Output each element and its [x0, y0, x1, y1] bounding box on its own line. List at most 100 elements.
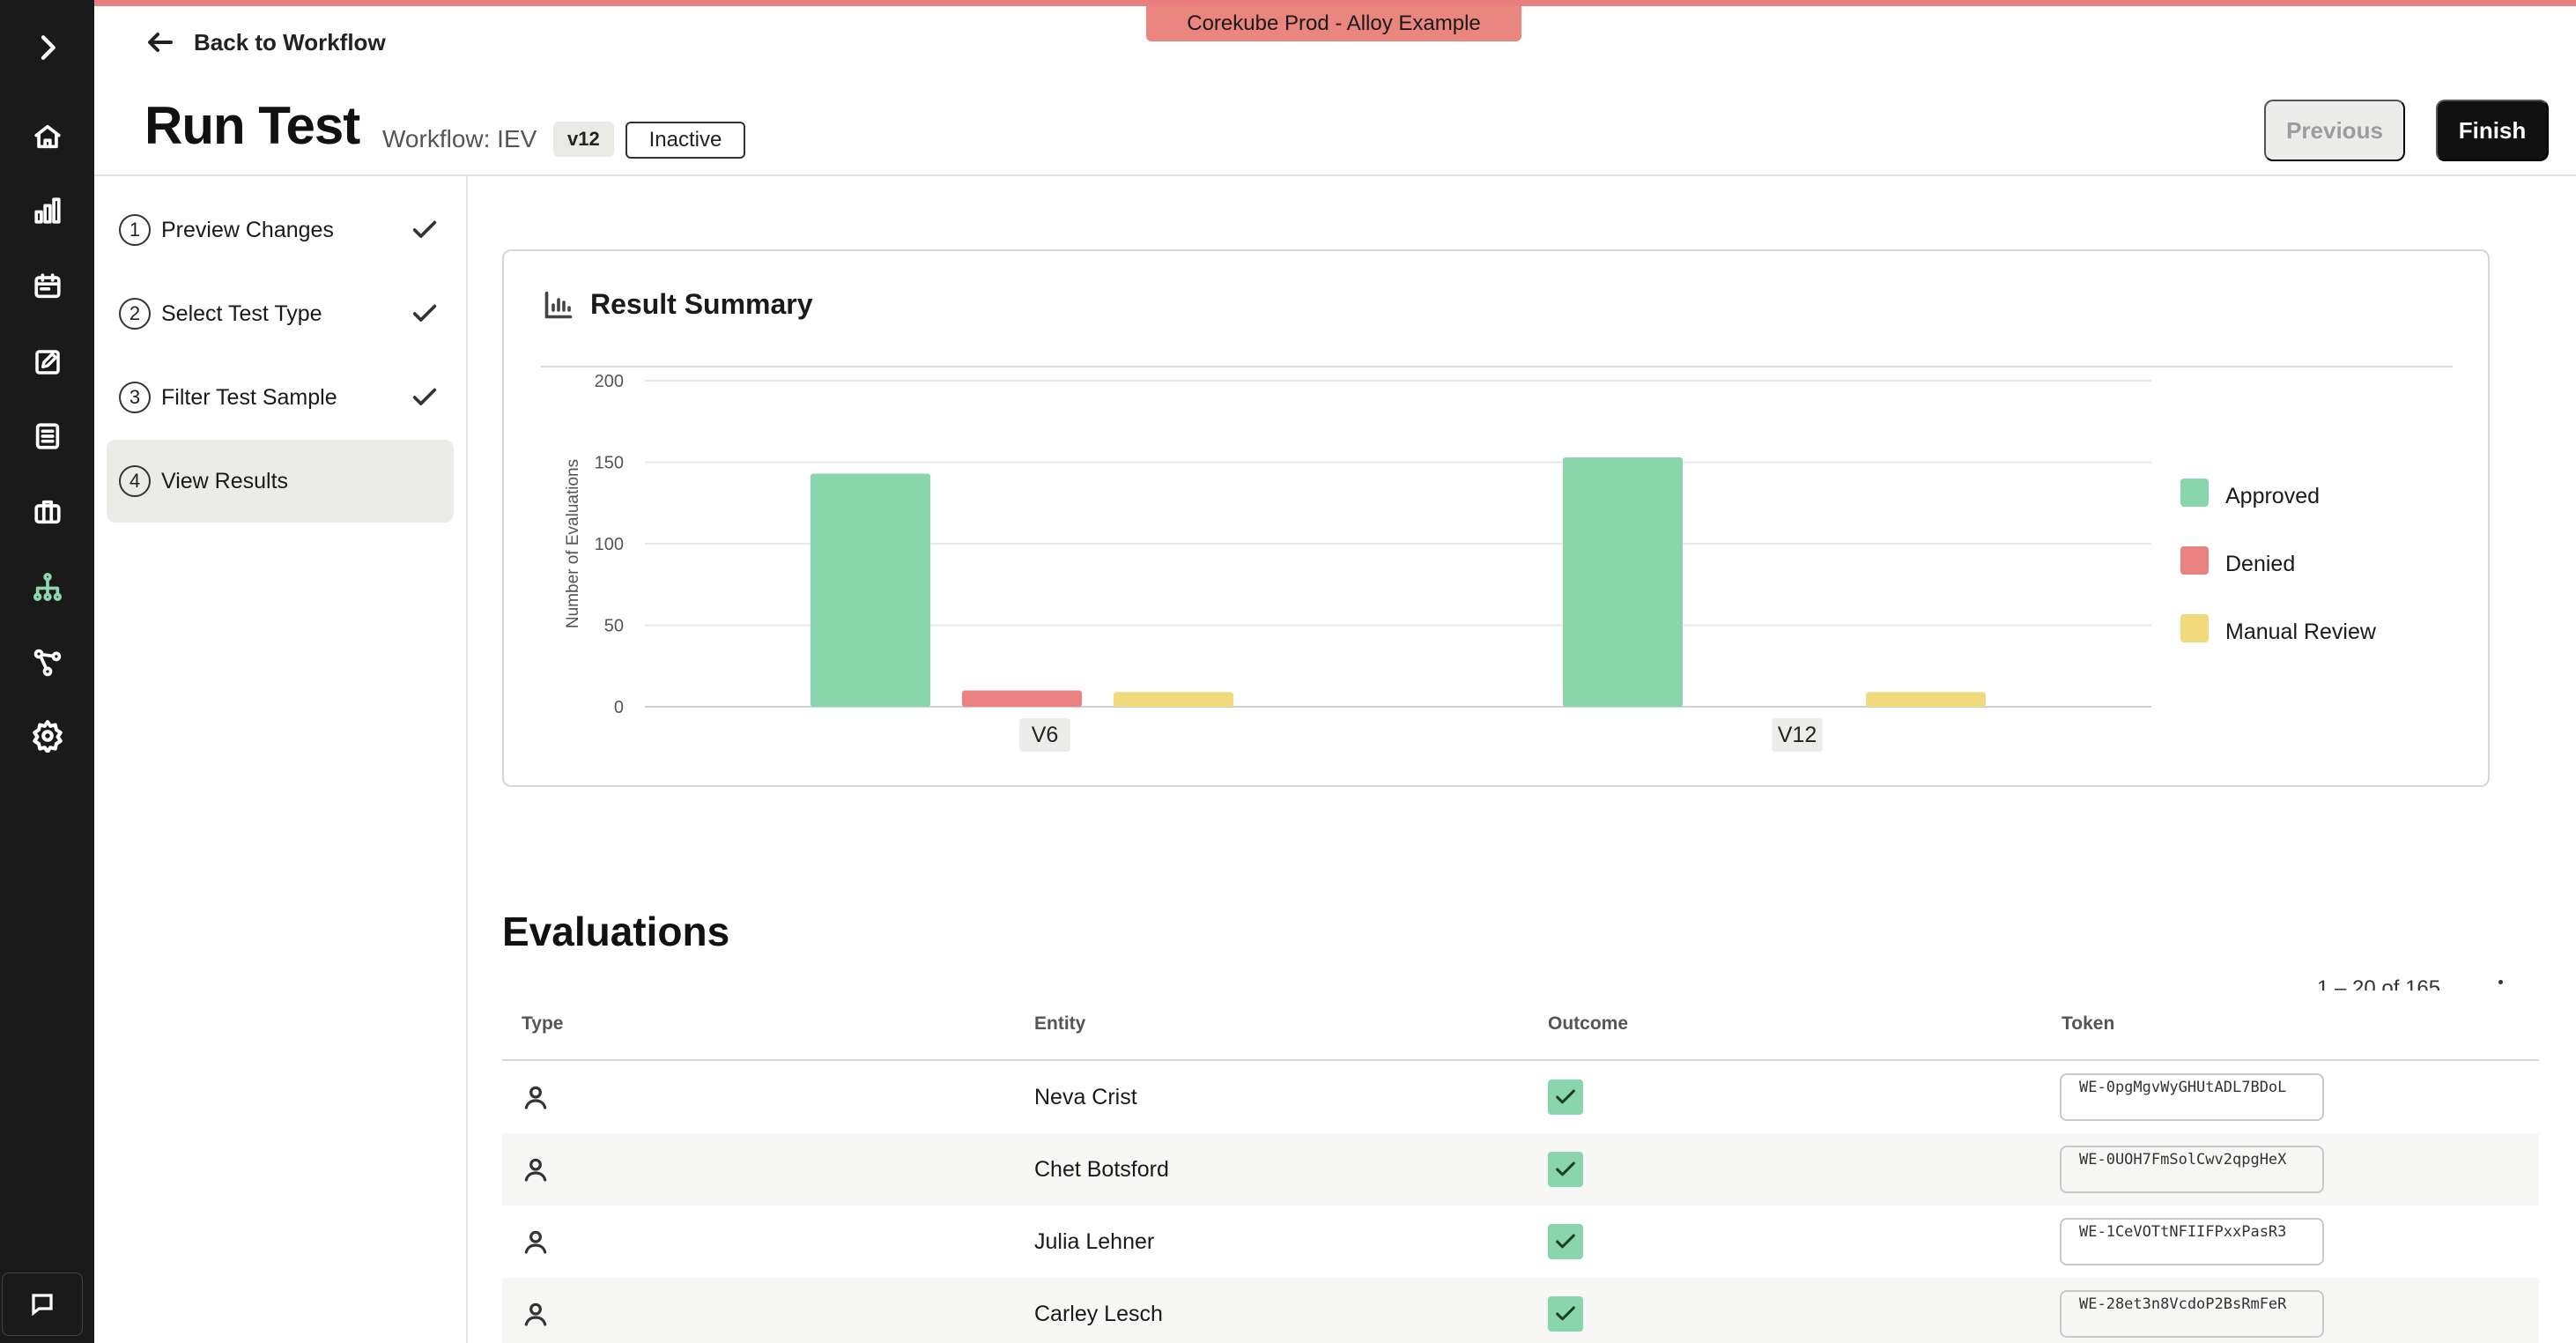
- category-chip: [1772, 718, 1823, 752]
- edit-icon[interactable]: [16, 330, 79, 394]
- column-header-entity[interactable]: Entity: [1034, 1013, 1086, 1034]
- legend-swatch: [2180, 479, 2209, 507]
- table-row[interactable]: Carley Lesch WE-28et3n8VcdoP2BsRmFeR: [502, 1278, 2539, 1343]
- token-cell: WE-0UOH7FmSolCwv2qpgHeX: [2060, 1133, 2324, 1206]
- step-label: Filter Test Sample: [161, 384, 337, 410]
- entity-name: Chet Botsford: [1034, 1156, 1169, 1182]
- result-bar-chart: 0 50 100 150 200 Number of Evaluations V6 V12 Ap…: [564, 372, 2377, 752]
- step-view-results[interactable]: 4 View Results: [107, 440, 454, 523]
- column-header-outcome[interactable]: Outcome: [1548, 1013, 1629, 1034]
- settings-icon[interactable]: [16, 704, 79, 768]
- checkmark-icon: [410, 299, 440, 329]
- token-chip[interactable]: WE-28et3n8VcdoP2BsRmFeR: [2060, 1290, 2324, 1338]
- step-number: 4: [119, 465, 151, 497]
- person-icon: [522, 1133, 550, 1206]
- table-row[interactable]: Chet Botsford WE-0UOH7FmSolCwv2qpgHeX: [502, 1133, 2539, 1206]
- result-summary-title: Result Summary: [590, 288, 813, 320]
- token-chip[interactable]: WE-0pgMgvWyGHUtADL7BDoL: [2060, 1073, 2324, 1121]
- result-summary-card: Result Summary 0 50 100 150 200 Number of Eva…: [502, 249, 2490, 787]
- document-icon[interactable]: [16, 404, 79, 468]
- table-row[interactable]: Neva Crist WE-0pgMgvWyGHUtADL7BDoL: [502, 1061, 2539, 1133]
- entity-name: Neva Crist: [1034, 1084, 1137, 1109]
- version-badge: v12: [553, 122, 614, 157]
- outcome-approved: [1548, 1133, 1583, 1206]
- integrations-icon[interactable]: [16, 631, 79, 694]
- step-select-test-type[interactable]: 2 Select Test Type: [107, 272, 454, 355]
- table-header: Type Entity Outcome Token: [502, 994, 2539, 1061]
- x-tick-label: V6: [1032, 723, 1059, 747]
- checkmark-icon: [1548, 1152, 1583, 1187]
- chat-button[interactable]: [2, 1273, 83, 1336]
- legend-label: Approved: [2225, 484, 2320, 508]
- legend-swatch: [2180, 614, 2209, 642]
- table-row[interactable]: Julia Lehner WE-1CeVOTtNFIIFPxxPasR3: [502, 1206, 2539, 1278]
- x-tick-label: V12: [1778, 723, 1817, 747]
- y-tick-label: 0: [614, 698, 624, 717]
- y-tick-label: 200: [595, 372, 624, 391]
- more-options-icon[interactable]: [2490, 976, 2511, 991]
- bar-approved-v6: [811, 473, 930, 707]
- step-number: 1: [119, 214, 151, 246]
- pagination: 1 – 20 of 165: [2317, 976, 2511, 991]
- step-preview-changes[interactable]: 1 Preview Changes: [107, 189, 454, 271]
- entity-name: Julia Lehner: [1034, 1228, 1155, 1254]
- token-chip[interactable]: WE-1CeVOTtNFIIFPxxPasR3: [2060, 1218, 2324, 1265]
- bar-denied-v6: [962, 690, 1082, 707]
- status-badge: Inactive: [625, 122, 745, 159]
- page-title: Run Test: [144, 96, 360, 155]
- token-cell: WE-1CeVOTtNFIIFPxxPasR3: [2060, 1206, 2324, 1278]
- evaluations-title: Evaluations: [502, 909, 730, 954]
- person-icon: [522, 1278, 550, 1343]
- bar-chart-icon: [544, 291, 573, 318]
- checkmark-icon: [1548, 1080, 1583, 1115]
- previous-button[interactable]: Previous: [2264, 100, 2405, 161]
- step-number: 2: [119, 298, 151, 330]
- test-steps: 1 Preview Changes 2 Select Test Type 3 F…: [94, 176, 468, 1343]
- back-label: Back to Workflow: [194, 28, 386, 56]
- step-number: 3: [119, 382, 151, 413]
- analytics-icon[interactable]: [16, 179, 79, 242]
- environment-banner: Corekube Prod - Alloy Example: [1146, 6, 1521, 41]
- header-divider: [94, 174, 2576, 176]
- nav-rail: [0, 0, 94, 1343]
- token-cell: WE-28et3n8VcdoP2BsRmFeR: [2060, 1278, 2324, 1343]
- legend-label: Manual Review: [2225, 620, 2377, 644]
- category-chip: [1019, 718, 1070, 752]
- person-icon: [522, 1206, 550, 1278]
- card-divider: [541, 366, 2453, 367]
- column-header-type[interactable]: Type: [522, 1013, 564, 1034]
- token-chip[interactable]: WE-0UOH7FmSolCwv2qpgHeX: [2060, 1146, 2324, 1193]
- chat-icon: [32, 1294, 53, 1317]
- bar-approved-v12: [1563, 456, 1683, 707]
- evaluations-table: Type Entity Outcome Token Neva Crist WE-…: [502, 994, 2539, 1343]
- checkmark-icon: [1548, 1296, 1583, 1332]
- step-filter-test-sample[interactable]: 3 Filter Test Sample: [107, 356, 454, 439]
- checkmark-icon: [410, 382, 440, 412]
- back-to-workflow-link[interactable]: Back to Workflow: [144, 26, 386, 58]
- workflow-icon[interactable]: [16, 555, 79, 619]
- step-label: View Results: [161, 468, 289, 493]
- legend-swatch: [2180, 546, 2209, 575]
- home-icon[interactable]: [16, 105, 79, 168]
- bar-manual-review-v6: [1114, 692, 1233, 707]
- outcome-approved: [1548, 1278, 1583, 1343]
- outcome-approved: [1548, 1206, 1583, 1278]
- environment-bar: [94, 0, 2576, 6]
- entity-name: Carley Lesch: [1034, 1301, 1163, 1326]
- checkmark-icon: [410, 215, 440, 245]
- calendar-icon[interactable]: [16, 255, 79, 318]
- pagination-range: 1 – 20 of 165: [2317, 976, 2441, 991]
- checkmark-icon: [1548, 1224, 1583, 1259]
- briefcase-icon[interactable]: [16, 480, 79, 544]
- legend-label: Denied: [2225, 552, 2295, 576]
- y-tick-label: 100: [595, 535, 624, 554]
- expand-icon[interactable]: [16, 16, 79, 79]
- step-label: Select Test Type: [161, 301, 322, 326]
- outcome-approved: [1548, 1061, 1583, 1133]
- finish-button[interactable]: Finish: [2436, 100, 2549, 161]
- column-header-token[interactable]: Token: [2062, 1013, 2115, 1034]
- arrow-left-icon: [148, 33, 173, 52]
- step-label: Preview Changes: [161, 217, 334, 242]
- token-cell: WE-0pgMgvWyGHUtADL7BDoL: [2060, 1061, 2324, 1133]
